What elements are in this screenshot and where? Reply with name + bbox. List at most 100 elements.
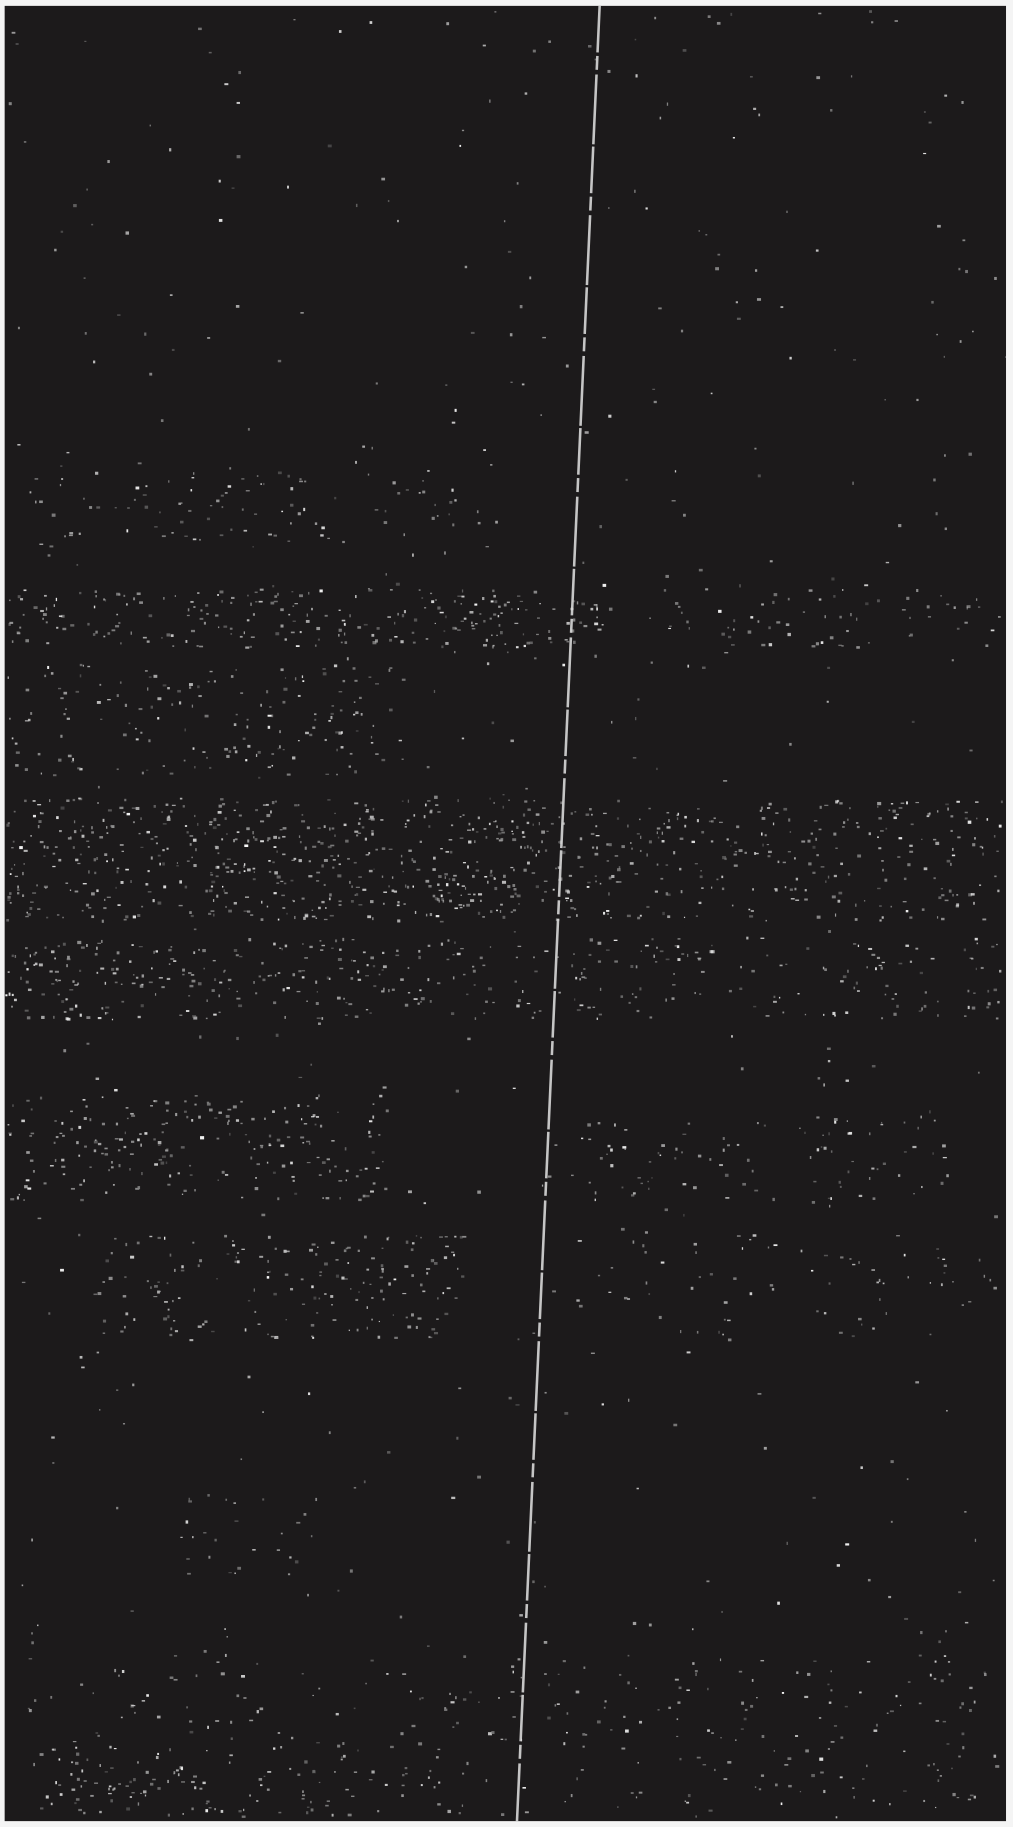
speckle <box>397 219 399 223</box>
speckle <box>617 799 620 803</box>
speckle <box>274 871 278 875</box>
speckle <box>728 989 732 993</box>
speckle <box>880 830 884 832</box>
speckle <box>833 1118 838 1121</box>
speckle <box>765 919 767 922</box>
speckle <box>84 332 87 335</box>
speckle <box>757 620 760 623</box>
speckle <box>996 943 998 946</box>
speckle <box>400 978 404 981</box>
speckle <box>414 910 417 914</box>
speckle <box>809 1156 812 1159</box>
speckle <box>190 489 193 492</box>
speckle <box>524 800 528 803</box>
speckle <box>540 414 543 416</box>
speckle <box>986 818 989 821</box>
speckle <box>788 1784 792 1788</box>
speckle <box>840 1736 844 1739</box>
speckle <box>827 1748 830 1750</box>
speckle <box>319 1274 322 1277</box>
speckle <box>362 1281 365 1284</box>
speckle <box>290 1736 294 1740</box>
speckle <box>189 911 192 914</box>
speckle <box>507 250 512 253</box>
speckle <box>974 937 978 941</box>
speckle <box>718 821 723 824</box>
speckle <box>935 1719 940 1722</box>
speckle <box>565 897 570 900</box>
speckle <box>354 1015 359 1018</box>
speckle <box>192 1015 197 1018</box>
speckle <box>190 914 194 918</box>
speckle <box>405 1316 408 1319</box>
speckle <box>36 884 38 887</box>
speckle <box>610 1267 614 1269</box>
speckle <box>174 1268 176 1272</box>
speckle <box>592 1006 596 1008</box>
speckle <box>847 969 849 973</box>
speckle <box>130 1112 134 1115</box>
speckle <box>943 355 945 358</box>
speckle <box>38 963 43 967</box>
speckle <box>63 712 66 716</box>
speckle <box>570 812 573 815</box>
speckle <box>106 896 111 899</box>
speckle <box>576 1299 580 1302</box>
speckle <box>692 1662 695 1665</box>
speckle <box>961 101 964 104</box>
speckle <box>215 866 218 869</box>
speckle <box>395 582 400 586</box>
speckle <box>228 1572 232 1574</box>
speckle <box>116 951 120 955</box>
speckle <box>749 915 754 918</box>
speckle <box>694 1669 698 1673</box>
speckle <box>820 1146 823 1148</box>
speckle <box>993 835 996 838</box>
speckle <box>686 1801 690 1804</box>
speckle <box>57 945 60 948</box>
speckle <box>637 916 641 920</box>
speckle <box>205 889 208 893</box>
speckle <box>66 451 70 454</box>
speckle <box>141 1700 146 1702</box>
speckle <box>255 809 259 812</box>
speckle <box>362 1194 366 1198</box>
speckle <box>403 903 406 906</box>
speckle <box>977 1071 980 1074</box>
speckle <box>334 1165 337 1168</box>
speckle <box>344 622 346 627</box>
speckle <box>126 529 129 533</box>
speckle <box>740 1728 744 1730</box>
speckle <box>353 701 356 703</box>
speckle <box>217 811 222 814</box>
speckle <box>326 976 329 980</box>
speckle <box>630 964 634 968</box>
speckle <box>81 834 85 838</box>
speckle <box>756 1122 759 1125</box>
speckle <box>812 1496 816 1499</box>
speckle <box>968 1301 972 1303</box>
speckle <box>241 508 244 511</box>
speckle <box>402 1292 407 1295</box>
speckle <box>78 1125 82 1129</box>
speckle <box>840 980 844 983</box>
speckle <box>909 844 913 847</box>
speckle <box>316 1312 319 1314</box>
speckle <box>923 1799 926 1803</box>
speckle <box>266 1276 270 1279</box>
speckle <box>438 899 440 903</box>
speckle <box>226 754 230 758</box>
speckle <box>359 817 361 820</box>
speckle <box>370 900 374 904</box>
speckle <box>63 691 68 695</box>
speckle <box>368 869 373 873</box>
speckle <box>300 1118 303 1121</box>
speckle <box>608 843 612 847</box>
speckle <box>627 1681 630 1685</box>
speckle <box>304 1760 308 1764</box>
speckle <box>556 956 559 958</box>
speckle <box>964 621 968 624</box>
speckle <box>69 1007 74 1011</box>
speckle <box>123 594 126 597</box>
speckle <box>398 739 402 742</box>
